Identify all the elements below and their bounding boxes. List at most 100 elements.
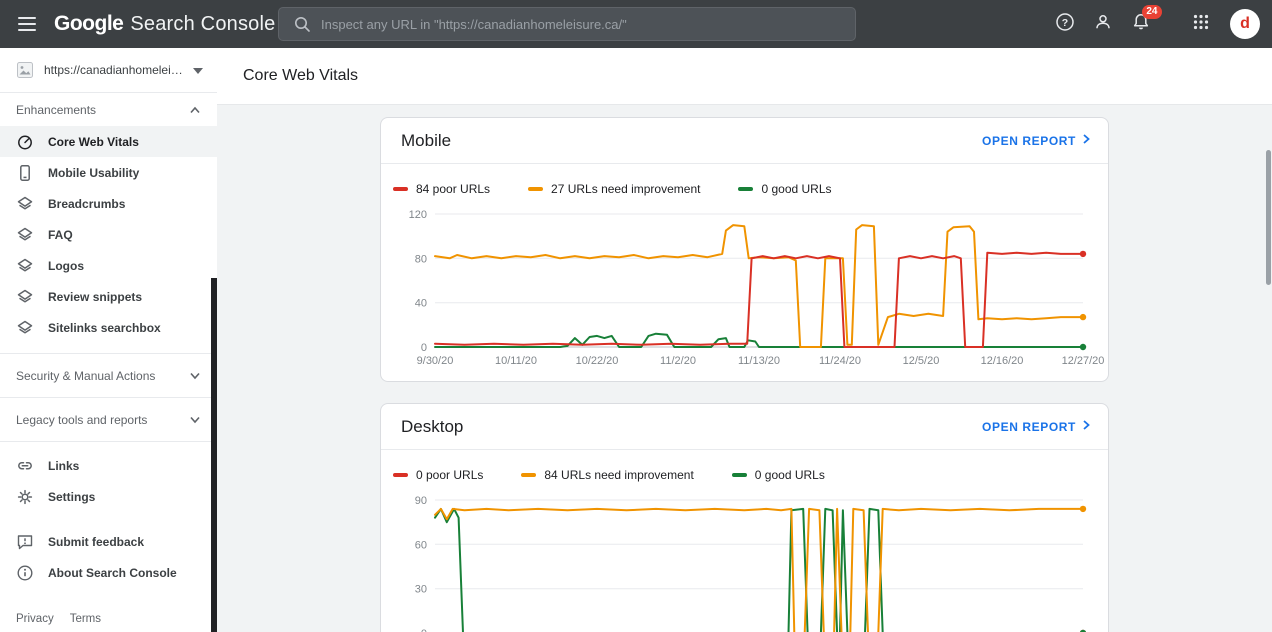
svg-text:11/24/20: 11/24/20 xyxy=(819,355,861,367)
legacy-section-toggle[interactable]: Legacy tools and reports xyxy=(0,397,217,441)
svg-text:0: 0 xyxy=(421,342,427,354)
tools-group: Links Settings xyxy=(0,441,217,512)
svg-text:30: 30 xyxy=(415,584,427,596)
chevron-down-icon xyxy=(193,61,203,79)
legend-item-poor: 0 poor URLs xyxy=(393,468,483,482)
svg-text:40: 40 xyxy=(415,298,427,310)
layers-icon xyxy=(16,319,34,337)
enhancements-section-label: Enhancements xyxy=(16,103,189,117)
main-content: Core Web Vitals Mobile OPEN REPORT 84 po… xyxy=(217,48,1272,632)
svg-text:9/30/20: 9/30/20 xyxy=(417,355,454,367)
gear-icon xyxy=(16,488,34,506)
open-report-link[interactable]: OPEN REPORT xyxy=(982,131,1094,150)
link-icon xyxy=(16,457,34,475)
sidebar: https://canadianhomeleisure... Enhanceme… xyxy=(0,48,217,632)
sidebar-item-settings[interactable]: Settings xyxy=(0,481,217,512)
svg-text:0: 0 xyxy=(421,628,427,632)
legend-marker xyxy=(521,473,536,477)
svg-text:11/13/20: 11/13/20 xyxy=(738,355,780,367)
layers-icon xyxy=(16,288,34,306)
sidebar-item-logos[interactable]: Logos xyxy=(0,250,217,281)
url-inspection-searchbar[interactable] xyxy=(278,7,856,41)
sidebar-item-about[interactable]: About Search Console xyxy=(0,557,217,588)
apps-grid-icon xyxy=(1192,13,1210,36)
card-title: Desktop xyxy=(401,417,463,437)
legend-marker xyxy=(393,187,408,191)
open-report-link[interactable]: OPEN REPORT xyxy=(982,417,1094,436)
url-inspection-input[interactable] xyxy=(321,17,841,32)
report-content: Mobile OPEN REPORT 84 poor URLs 27 URLs … xyxy=(217,105,1272,632)
app-logo[interactable]: Google Search Console xyxy=(54,12,275,36)
search-icon xyxy=(293,15,311,33)
layers-icon xyxy=(16,195,34,213)
sidebar-footer: Privacy Terms xyxy=(16,613,101,625)
google-wordmark: Google xyxy=(54,12,123,36)
meta-group: Submit feedback About Search Console xyxy=(0,512,217,588)
notifications-button[interactable]: 24 xyxy=(1122,5,1160,43)
enhancements-section-toggle[interactable]: Enhancements xyxy=(0,93,217,126)
layers-icon xyxy=(16,226,34,244)
security-section-toggle[interactable]: Security & Manual Actions xyxy=(0,353,217,397)
account-avatar[interactable]: d xyxy=(1230,9,1260,39)
page-title: Core Web Vitals xyxy=(243,67,358,85)
legend-marker xyxy=(393,473,408,477)
sidebar-item-sitelinks-searchbox[interactable]: Sitelinks searchbox xyxy=(0,312,217,343)
svg-text:10/11/20: 10/11/20 xyxy=(495,355,537,367)
chevron-up-icon xyxy=(189,101,201,119)
chart-legend: 0 poor URLs 84 URLs need improvement 0 g… xyxy=(381,450,1108,482)
chevron-down-icon xyxy=(189,367,201,385)
help-button[interactable]: ? xyxy=(1046,5,1084,43)
legend-item-poor: 84 poor URLs xyxy=(393,182,490,196)
terms-link[interactable]: Terms xyxy=(70,613,101,625)
sidebar-item-faq[interactable]: FAQ xyxy=(0,219,217,250)
apps-grid-button[interactable] xyxy=(1182,5,1220,43)
top-app-bar: Google Search Console ? 24 xyxy=(0,0,1272,48)
menu-icon[interactable] xyxy=(18,17,36,31)
person-icon xyxy=(1093,12,1113,37)
mobile-card: Mobile OPEN REPORT 84 poor URLs 27 URLs … xyxy=(380,117,1109,382)
svg-text:60: 60 xyxy=(415,539,427,551)
legacy-section-label: Legacy tools and reports xyxy=(16,413,189,427)
svg-text:12/5/20: 12/5/20 xyxy=(903,355,940,367)
chevron-right-icon xyxy=(1078,417,1094,436)
sidebar-item-submit-feedback[interactable]: Submit feedback xyxy=(0,526,217,557)
legend-item-needs-improvement: 27 URLs need improvement xyxy=(528,182,700,196)
notification-badge: 24 xyxy=(1142,5,1162,19)
svg-text:?: ? xyxy=(1062,16,1068,28)
security-section-label: Security & Manual Actions xyxy=(16,369,189,383)
sidebar-item-review-snippets[interactable]: Review snippets xyxy=(0,281,217,312)
sidebar-item-breadcrumbs[interactable]: Breadcrumbs xyxy=(0,188,217,219)
help-icon: ? xyxy=(1055,12,1075,37)
info-icon xyxy=(16,564,34,582)
legend-item-needs-improvement: 84 URLs need improvement xyxy=(521,468,693,482)
desktop-card: Desktop OPEN REPORT 0 poor URLs 84 URLs … xyxy=(380,403,1109,632)
feedback-icon xyxy=(16,533,34,551)
privacy-link[interactable]: Privacy xyxy=(16,613,54,625)
svg-text:10/22/20: 10/22/20 xyxy=(576,355,619,367)
legend-marker xyxy=(738,187,753,191)
sidebar-item-mobile-usability[interactable]: Mobile Usability xyxy=(0,157,217,188)
chart-legend: 84 poor URLs 27 URLs need improvement 0 … xyxy=(381,164,1108,196)
enhancements-nav: Core Web Vitals Mobile Usability Breadcr… xyxy=(0,126,217,343)
sidebar-scrollbar[interactable] xyxy=(211,278,217,632)
sidebar-item-core-web-vitals[interactable]: Core Web Vitals xyxy=(0,126,217,157)
gauge-icon xyxy=(16,133,34,151)
manage-account-button[interactable] xyxy=(1084,5,1122,43)
product-wordmark: Search Console xyxy=(130,13,275,36)
site-favicon-icon xyxy=(16,61,34,79)
svg-text:80: 80 xyxy=(415,253,427,265)
smartphone-icon xyxy=(16,164,34,182)
card-title: Mobile xyxy=(401,131,451,151)
page-header: Core Web Vitals xyxy=(217,48,1272,105)
property-selector[interactable]: https://canadianhomeleisure... xyxy=(0,48,217,93)
avatar-letter: d xyxy=(1240,15,1250,33)
sidebar-item-links[interactable]: Links xyxy=(0,450,217,481)
svg-text:12/27/20: 12/27/20 xyxy=(1062,355,1105,367)
page-scrollbar[interactable] xyxy=(1266,150,1271,285)
layers-icon xyxy=(16,257,34,275)
legend-marker xyxy=(528,187,543,191)
chevron-down-icon xyxy=(189,411,201,429)
legend-marker xyxy=(732,473,747,477)
svg-text:12/16/20: 12/16/20 xyxy=(981,355,1024,367)
svg-text:120: 120 xyxy=(409,209,427,221)
